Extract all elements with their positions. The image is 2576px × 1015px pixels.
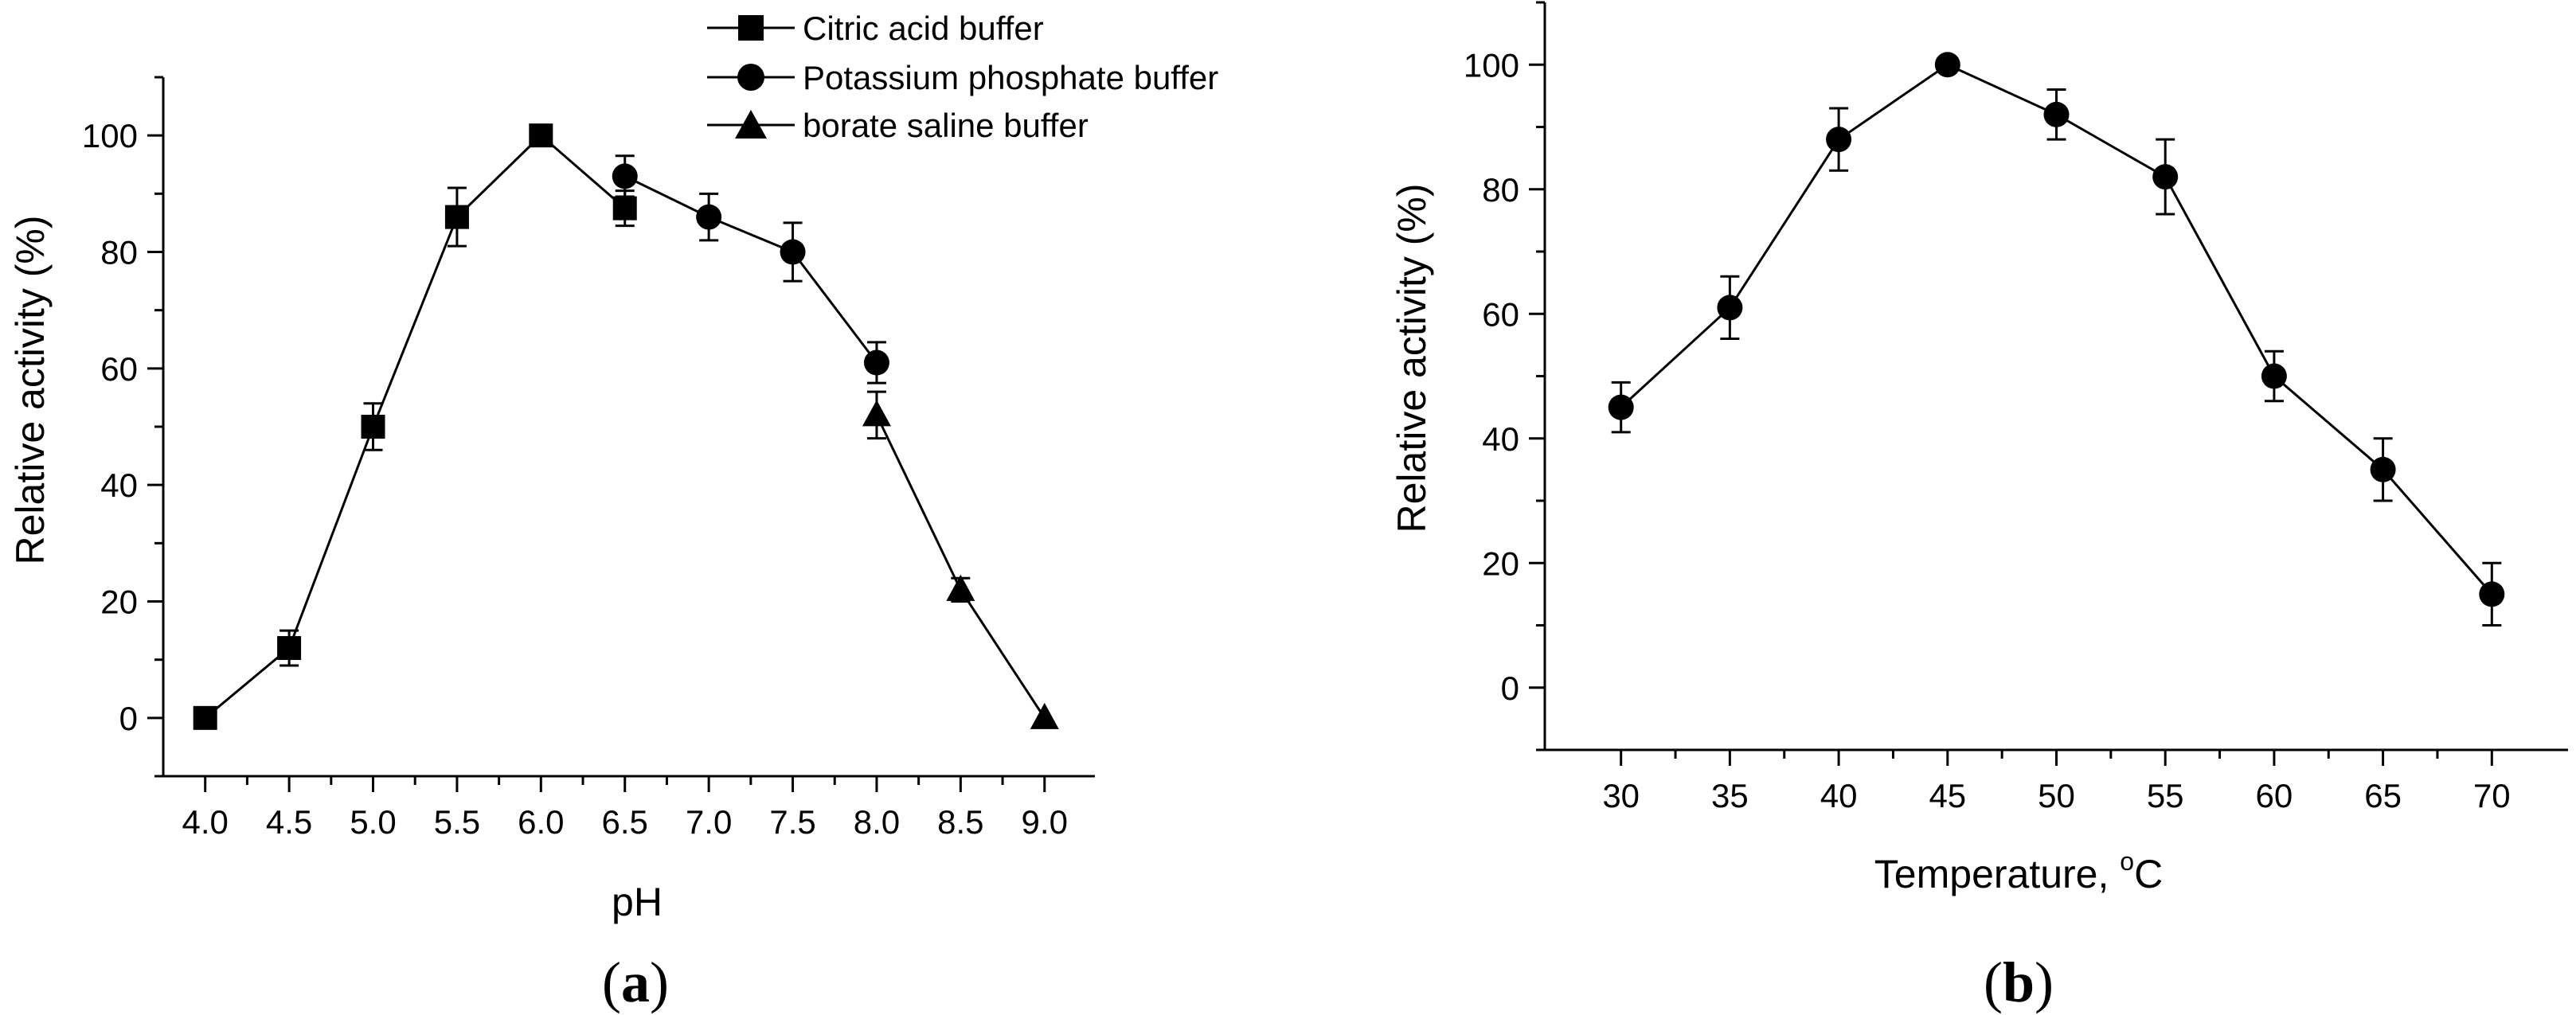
series-line-1	[624, 175, 878, 364]
x-tick-label: 60	[2256, 777, 2293, 814]
x-tick-label: 40	[1820, 777, 1858, 814]
plot-area-b	[1608, 52, 2505, 627]
x-tick-label: 5.5	[434, 803, 480, 841]
legend-label-borate: borate saline buffer	[803, 107, 1089, 144]
x-tick-label: 6.5	[602, 803, 648, 841]
x-tick-labels-a: 4.0 4.5 5.0 5.5 6.0 6.5 7.0 7.5 8.0 8.5 9.0	[182, 803, 1068, 841]
y-tick-label: 100	[82, 117, 138, 154]
x-axis-title-b-main: Temperature,	[1874, 852, 2120, 896]
legend-entry-phosphate: Potassium phosphate buffer	[707, 59, 1218, 96]
data-point-square	[193, 705, 217, 730]
panel-label-a-letter: a	[621, 951, 650, 1014]
x-tick-label: 8.5	[937, 803, 983, 841]
panel-label-b-letter: b	[2003, 951, 2035, 1014]
y-tick-label: 0	[119, 700, 138, 737]
series-line-0	[204, 134, 626, 719]
data-point-circle	[2370, 456, 2396, 482]
legend-label-citric: Citric acid buffer	[803, 10, 1044, 47]
legend-entry-borate: borate saline buffer	[707, 107, 1089, 144]
chart-panel-a: 4.0 4.5 5.0 5.5 6.0 6.5 7.0 7.5 8.0 8.5 9.0 0 20 40 6…	[8, 10, 1218, 1014]
data-point-triangle	[946, 574, 975, 601]
y-tick-labels-b: 0 20 40 60 80 100	[1464, 46, 1519, 707]
legend-square-marker	[738, 15, 764, 41]
data-point-circle	[1717, 295, 1743, 321]
y-tick-label: 80	[1482, 171, 1519, 209]
legend-triangle-marker	[735, 110, 767, 139]
x-tick-label: 35	[1711, 777, 1749, 814]
x-tick-label: 7.5	[769, 803, 815, 841]
x-tick-label: 9.0	[1022, 803, 1068, 841]
x-tick-label: 5.0	[350, 803, 396, 841]
x-tick-label: 55	[2147, 777, 2184, 814]
chart-panel-b: 30 35 40 45 50 55 60 65 70 0 20 40 60 80 100 Temperat…	[1390, 1, 2568, 1014]
x-tick-label: 45	[1929, 777, 1966, 814]
series-line-2	[875, 414, 1046, 719]
series-line-0	[1620, 63, 2493, 595]
legend-circle-marker	[737, 64, 764, 91]
data-point-circle	[863, 349, 889, 376]
x-tick-label: 50	[2038, 777, 2075, 814]
panel-label-b-open: (	[1984, 951, 2003, 1014]
x-tick-label: 6.0	[518, 803, 564, 841]
panel-label-a-open: (	[602, 951, 621, 1014]
data-point-circle	[2479, 581, 2505, 607]
x-axis-title-b: Temperature, oC	[1874, 847, 2163, 896]
data-point-square	[277, 636, 302, 661]
data-point-square	[529, 123, 553, 148]
x-axis-title-b-unit: C	[2134, 852, 2163, 896]
x-tick-label: 30	[1602, 777, 1640, 814]
x-axis-title-b-degree: o	[2120, 847, 2134, 876]
data-point-circle	[612, 163, 638, 189]
x-tick-labels-b: 30 35 40 45 50 55 60 65 70	[1602, 777, 2510, 814]
legend-entry-citric: Citric acid buffer	[707, 10, 1044, 47]
tick-marks-a	[147, 76, 1046, 792]
x-tick-label: 70	[2473, 777, 2511, 814]
y-tick-label: 20	[100, 584, 138, 621]
y-tick-label: 100	[1464, 46, 1519, 84]
data-point-square	[361, 415, 385, 439]
data-point-circle	[1826, 127, 1852, 153]
data-point-circle	[2043, 101, 2070, 127]
y-tick-label: 0	[1501, 670, 1519, 707]
data-point-circle	[780, 239, 806, 265]
y-tick-label: 20	[1482, 545, 1519, 582]
data-point-circle	[696, 204, 722, 230]
data-point-circle	[1608, 394, 1634, 420]
panel-label-a-close: )	[650, 951, 669, 1014]
x-tick-label: 4.0	[182, 803, 229, 841]
legend-a: Citric acid buffer Potassium phosphate b…	[707, 10, 1218, 144]
x-tick-label: 65	[2364, 777, 2402, 814]
y-tick-label: 60	[1482, 295, 1519, 333]
y-tick-label: 80	[100, 234, 138, 271]
y-tick-label: 40	[1482, 420, 1519, 458]
y-tick-labels-a: 0 20 40 60 80 100	[82, 117, 138, 737]
panel-label-b-close: )	[2035, 951, 2054, 1014]
x-tick-label: 8.0	[854, 803, 900, 841]
legend-label-phosphate: Potassium phosphate buffer	[803, 59, 1218, 96]
data-point-circle	[1934, 52, 1960, 78]
x-axis-title-a: pH	[612, 880, 663, 924]
y-axis-title-a: Relative activity (%)	[8, 216, 53, 565]
tick-marks-b	[1529, 1, 2493, 766]
x-tick-label: 7.0	[686, 803, 732, 841]
data-point-triangle	[1030, 702, 1059, 729]
data-point-square	[612, 196, 637, 221]
panel-label-a: (a)	[602, 951, 669, 1014]
data-point-triangle	[862, 400, 891, 427]
data-point-circle	[2152, 164, 2179, 190]
y-axis-title-b: Relative activity (%)	[1390, 184, 1434, 533]
y-tick-label: 40	[100, 467, 138, 504]
data-point-circle	[2261, 363, 2287, 389]
data-point-square	[444, 205, 469, 229]
panel-label-b: (b)	[1984, 951, 2054, 1014]
y-tick-label: 60	[100, 350, 138, 388]
plot-area-a	[193, 123, 1059, 730]
x-tick-label: 4.5	[266, 803, 312, 841]
